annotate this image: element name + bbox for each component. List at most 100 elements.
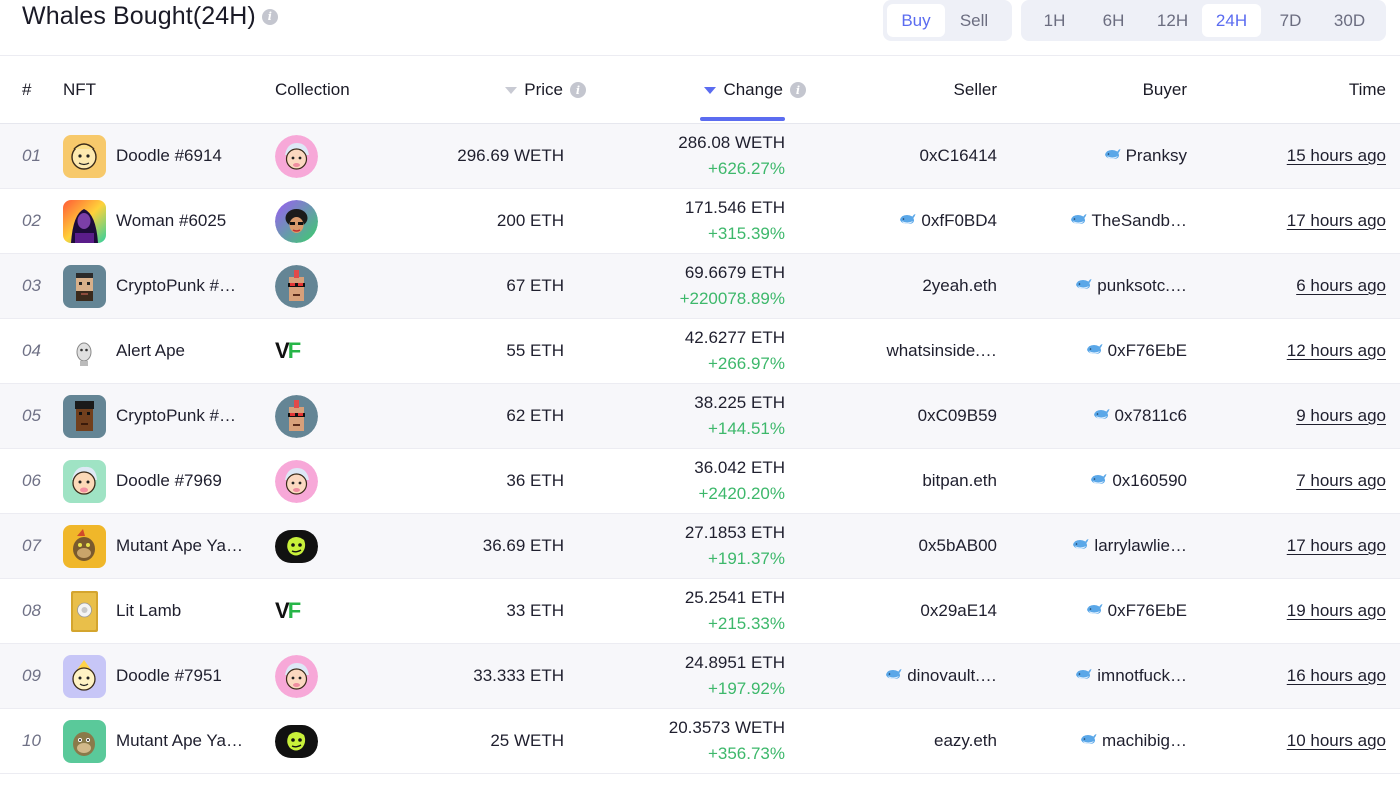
buyer-cell[interactable]: 0xF76EbE <box>1010 579 1187 643</box>
nft-name[interactable]: Mutant Ape Ya… <box>116 536 243 555</box>
world-of-women-logo-icon[interactable] <box>275 199 318 243</box>
nft-cell[interactable]: Alert Ape <box>63 319 263 383</box>
collection-cell[interactable] <box>275 189 320 253</box>
buyer-address[interactable]: 0xF76EbE <box>1107 341 1187 360</box>
nft-name[interactable]: CryptoPunk #… <box>116 406 236 425</box>
seller-address[interactable]: 0xC09B59 <box>917 406 997 425</box>
buyer-cell[interactable]: TheSandb… <box>1010 189 1187 253</box>
time-link[interactable]: 17 hours ago <box>1286 211 1386 230</box>
seller-cell[interactable]: eazy.eth <box>820 709 997 773</box>
nft-name[interactable]: Doodle #7969 <box>116 471 222 490</box>
time-link[interactable]: 9 hours ago <box>1296 406 1386 425</box>
buyer-cell[interactable]: imnotfuck… <box>1010 644 1187 708</box>
collection-cell[interactable]: VF <box>275 319 320 383</box>
tab-period-30d[interactable]: 30D <box>1333 10 1366 30</box>
cryptopunks-logo-icon[interactable] <box>275 394 318 438</box>
nft-name[interactable]: Mutant Ape Ya… <box>116 731 243 750</box>
time-link[interactable]: 16 hours ago <box>1286 666 1386 685</box>
collection-cell[interactable] <box>275 644 320 708</box>
nft-thumbnail[interactable] <box>63 134 106 178</box>
collection-cell[interactable] <box>275 254 320 318</box>
nft-thumbnail[interactable] <box>63 654 106 698</box>
tab-period-24h[interactable]: 24H <box>1202 4 1261 37</box>
doodles-logo-icon[interactable] <box>275 459 318 503</box>
table-row[interactable]: 06 Doodle #7969 36 ETH 36.042 ETH +2420.20% b… <box>0 449 1400 514</box>
mutant-ape-logo-icon[interactable] <box>275 720 318 763</box>
buyer-cell[interactable]: larrylawlie… <box>1010 514 1187 578</box>
nft-name[interactable]: Woman #6025 <box>116 211 227 230</box>
nft-name[interactable]: Doodle #7951 <box>116 666 222 685</box>
collection-cell[interactable]: VF <box>275 579 320 643</box>
nft-thumbnail[interactable] <box>63 459 106 503</box>
time-link[interactable]: 7 hours ago <box>1296 471 1386 490</box>
time-link[interactable]: 15 hours ago <box>1286 146 1386 165</box>
collection-cell[interactable] <box>275 709 320 773</box>
time-link[interactable]: 12 hours ago <box>1286 341 1386 360</box>
seller-cell[interactable]: 2yeah.eth <box>820 254 997 318</box>
buyer-address[interactable]: imnotfuck… <box>1097 666 1187 685</box>
buyer-cell[interactable]: 0x7811c6 <box>1010 384 1187 448</box>
table-row[interactable]: 09 Doodle #7951 33.333 ETH 24.8951 ETH +197.… <box>0 644 1400 709</box>
nft-cell[interactable]: CryptoPunk #… <box>63 384 263 448</box>
nft-name[interactable]: Doodle #6914 <box>116 146 222 165</box>
buyer-address[interactable]: 0x160590 <box>1112 471 1187 490</box>
buyer-address[interactable]: larrylawlie… <box>1094 536 1187 555</box>
buyer-address[interactable]: punksotc.… <box>1097 276 1187 295</box>
seller-cell[interactable]: dinovault.… <box>820 644 997 708</box>
collection-cell[interactable] <box>275 514 320 578</box>
nft-cell[interactable]: CryptoPunk #… <box>63 254 263 318</box>
table-row[interactable]: 01 Doodle #6914 296.69 WETH 286.08 WETH +626… <box>0 124 1400 189</box>
seller-cell[interactable]: 0xC16414 <box>820 124 997 188</box>
nft-thumbnail[interactable] <box>63 524 106 568</box>
time-link[interactable]: 19 hours ago <box>1286 601 1386 620</box>
seller-cell[interactable]: whatsinside.… <box>820 319 997 383</box>
table-row[interactable]: 07 Mutant Ape Ya… 36.69 ETH 27.1853 ETH +191… <box>0 514 1400 579</box>
seller-cell[interactable]: 0x29aE14 <box>820 579 997 643</box>
nft-thumbnail[interactable] <box>63 394 106 438</box>
nft-name[interactable]: Alert Ape <box>116 341 185 360</box>
seller-address[interactable]: 0xfF0BD4 <box>921 211 997 230</box>
buyer-cell[interactable]: machibig… <box>1010 709 1187 773</box>
nft-cell[interactable]: Mutant Ape Ya… <box>63 709 263 773</box>
buyer-cell[interactable]: Pranksy <box>1010 124 1187 188</box>
seller-address[interactable]: whatsinside.… <box>886 341 997 360</box>
seller-address[interactable]: 0xC16414 <box>919 146 997 165</box>
column-header-price[interactable]: Price i <box>440 56 586 124</box>
nft-cell[interactable]: Doodle #6914 <box>63 124 263 188</box>
buyer-cell[interactable]: 0x160590 <box>1010 449 1187 513</box>
seller-cell[interactable]: bitpan.eth <box>820 449 997 513</box>
time-link[interactable]: 17 hours ago <box>1286 536 1386 555</box>
nft-cell[interactable]: Doodle #7951 <box>63 644 263 708</box>
seller-cell[interactable]: 0x5bAB00 <box>820 514 997 578</box>
mutant-ape-logo-icon[interactable] <box>275 525 318 568</box>
nft-cell[interactable]: Mutant Ape Ya… <box>63 514 263 578</box>
tab-period-12h[interactable]: 12H <box>1156 10 1189 30</box>
table-row[interactable]: 10 Mutant Ape Ya… 25 WETH 20.3573 WETH +356.… <box>0 709 1400 774</box>
veefriends-logo-icon[interactable]: VF <box>275 598 301 623</box>
buyer-cell[interactable]: 0xF76EbE <box>1010 319 1187 383</box>
tab-period-7d[interactable]: 7D <box>1279 10 1302 30</box>
tab-period-1h[interactable]: 1H <box>1043 10 1066 30</box>
seller-address[interactable]: 0x5bAB00 <box>918 536 997 555</box>
collection-cell[interactable] <box>275 449 320 513</box>
change-info-icon[interactable]: i <box>790 82 806 98</box>
collection-cell[interactable] <box>275 124 320 188</box>
doodles-logo-icon[interactable] <box>275 134 318 178</box>
nft-thumbnail[interactable] <box>63 199 106 243</box>
info-icon[interactable]: i <box>261 8 278 25</box>
buyer-address[interactable]: 0xF76EbE <box>1107 601 1187 620</box>
time-link[interactable]: 10 hours ago <box>1286 731 1386 750</box>
seller-address[interactable]: 0x29aE14 <box>920 601 997 620</box>
seller-cell[interactable]: 0xfF0BD4 <box>820 189 997 253</box>
buyer-address[interactable]: Pranksy <box>1125 146 1187 165</box>
veefriends-logo-icon[interactable]: VF <box>275 338 301 363</box>
nft-cell[interactable]: Woman #6025 <box>63 189 263 253</box>
buyer-cell[interactable]: punksotc.… <box>1010 254 1187 318</box>
seller-address[interactable]: eazy.eth <box>933 731 997 750</box>
buyer-address[interactable]: machibig… <box>1101 731 1187 750</box>
table-row[interactable]: 05 CryptoPunk #… 62 ETH 38.225 ETH +144.51% 0… <box>0 384 1400 449</box>
price-info-icon[interactable]: i <box>570 82 586 98</box>
time-link[interactable]: 6 hours ago <box>1296 276 1386 295</box>
tab-sell[interactable]: Sell <box>959 10 989 30</box>
nft-cell[interactable]: Lit Lamb <box>63 579 263 643</box>
